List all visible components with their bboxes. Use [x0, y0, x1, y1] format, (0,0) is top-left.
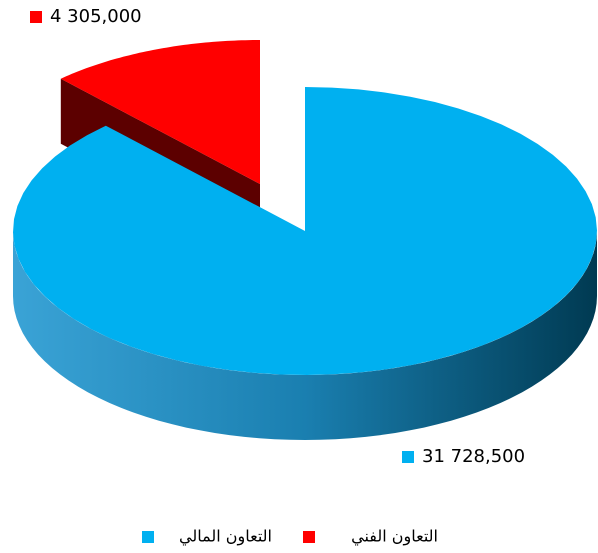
legend-label: التعاون الفني	[351, 527, 438, 547]
value-label-key	[30, 11, 42, 23]
legend-swatch	[142, 531, 154, 543]
legend-label: التعاون المالي	[179, 527, 272, 547]
slice	[13, 87, 597, 375]
value-label: 31 728,500	[422, 446, 525, 467]
value-label: 4 305,000	[50, 6, 142, 27]
legend-swatch	[303, 531, 315, 543]
value-label-key	[402, 451, 414, 463]
slice	[60, 40, 260, 184]
slice-side	[13, 231, 597, 440]
